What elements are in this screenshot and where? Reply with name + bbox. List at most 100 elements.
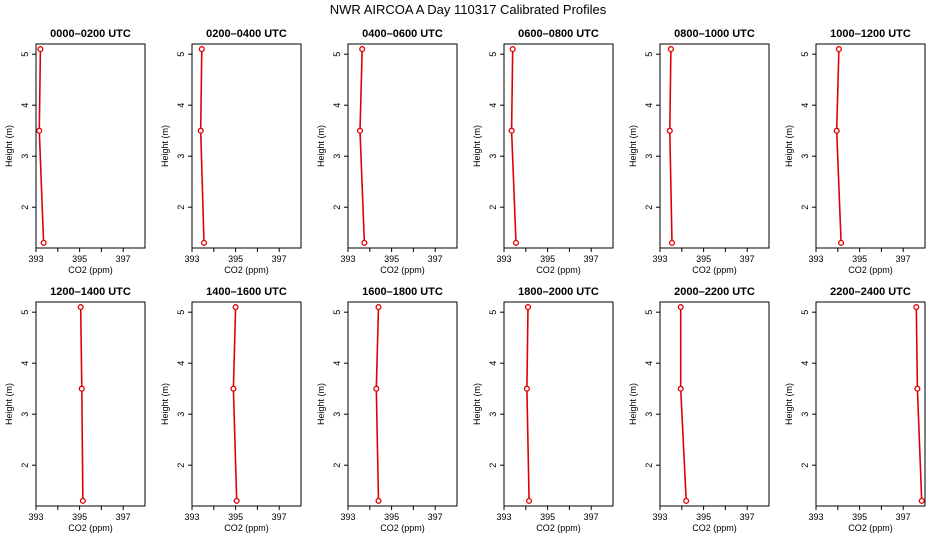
panel-title: 1400–1600 UTC: [206, 286, 287, 298]
y-tick-label: 4: [488, 361, 498, 366]
x-axis-label: CO2 (ppm): [692, 523, 737, 533]
y-tick-label: 5: [20, 52, 30, 57]
data-point: [913, 304, 920, 311]
co2-profile-line: [359, 49, 366, 243]
data-point: [835, 46, 842, 53]
y-tick-label: 2: [488, 463, 498, 468]
y-axis-label: Height (m): [4, 125, 14, 167]
data-point: [232, 304, 239, 311]
co2-profile-line: [199, 49, 205, 243]
data-point: [37, 46, 44, 53]
x-axis-label: CO2 (ppm): [68, 523, 113, 533]
data-point: [526, 497, 533, 504]
co2-profile-line: [510, 49, 517, 243]
y-tick-label: 5: [800, 52, 810, 57]
x-tick-label: 397: [896, 254, 911, 264]
panel-title: 0600–0800 UTC: [518, 28, 599, 40]
plot-frame: [347, 301, 458, 507]
y-tick-label: 4: [800, 103, 810, 108]
data-point: [523, 385, 530, 392]
data-point: [359, 46, 366, 53]
y-tick-label: 4: [20, 361, 30, 366]
y-axis-label: Height (m): [784, 125, 794, 167]
data-point: [833, 127, 840, 134]
x-tick-label: 395: [384, 512, 399, 522]
x-tick-label: 393: [184, 254, 199, 264]
y-axis-label: Height (m): [316, 125, 326, 167]
co2-profile-line: [915, 307, 923, 501]
plot-frame: [503, 43, 614, 249]
x-tick-label: 393: [496, 254, 511, 264]
x-tick-label: 393: [808, 254, 823, 264]
y-axis-label: Height (m): [628, 383, 638, 425]
x-tick-label: 397: [272, 254, 287, 264]
y-tick-label: 2: [176, 463, 186, 468]
x-tick-label: 395: [540, 512, 555, 522]
x-tick-label: 393: [340, 512, 355, 522]
plot-frame: [191, 301, 302, 507]
y-tick-label: 4: [644, 361, 654, 366]
y-axis-label: Height (m): [316, 383, 326, 425]
y-tick-label: 2: [488, 205, 498, 210]
plot-frame: [191, 43, 302, 249]
data-point: [375, 304, 382, 311]
figure-title: NWR AIRCOA A Day 110317 Calibrated Profi…: [329, 2, 607, 17]
y-axis-label: Height (m): [628, 125, 638, 167]
x-tick-label: 395: [72, 254, 87, 264]
y-tick-label: 4: [20, 103, 30, 108]
y-tick-label: 3: [488, 154, 498, 159]
x-axis-label: CO2 (ppm): [692, 265, 737, 275]
y-tick-label: 5: [644, 52, 654, 57]
y-tick-label: 3: [332, 412, 342, 417]
data-point: [666, 127, 673, 134]
panel-title: 2200–2400 UTC: [830, 286, 911, 298]
co2-profile-line: [375, 307, 380, 501]
x-tick-label: 397: [584, 254, 599, 264]
y-tick-label: 5: [332, 52, 342, 57]
y-tick-label: 2: [332, 463, 342, 468]
x-tick-label: 395: [852, 512, 867, 522]
data-point: [230, 385, 237, 392]
data-point: [838, 239, 845, 246]
y-tick-label: 3: [800, 154, 810, 159]
y-tick-label: 2: [176, 205, 186, 210]
data-point: [36, 127, 43, 134]
data-point: [918, 497, 925, 504]
plot-frame: [347, 43, 458, 249]
x-tick-label: 393: [652, 512, 667, 522]
x-tick-label: 395: [72, 512, 87, 522]
data-point: [79, 497, 86, 504]
co2-profile-line: [835, 49, 842, 243]
x-tick-label: 395: [540, 254, 555, 264]
y-tick-label: 4: [488, 103, 498, 108]
data-point: [197, 127, 204, 134]
data-point: [78, 385, 85, 392]
x-tick-label: 397: [740, 512, 755, 522]
y-tick-label: 3: [176, 154, 186, 159]
data-point: [512, 239, 520, 246]
panel-title: 0800–1000 UTC: [674, 28, 755, 40]
y-tick-label: 4: [644, 103, 654, 108]
x-tick-label: 397: [740, 254, 755, 264]
data-point: [677, 304, 684, 311]
plot-frame: [659, 301, 770, 507]
panel-title: 0200–0400 UTC: [206, 28, 287, 40]
y-tick-label: 3: [332, 154, 342, 159]
x-axis-label: CO2 (ppm): [848, 265, 893, 275]
y-tick-label: 3: [20, 154, 30, 159]
x-tick-label: 393: [28, 512, 43, 522]
y-tick-label: 3: [20, 412, 30, 417]
y-tick-label: 5: [176, 310, 186, 315]
x-tick-label: 397: [428, 254, 443, 264]
panel-title: 1600–1800 UTC: [362, 286, 443, 298]
plot-frame: [35, 301, 146, 507]
x-axis-label: CO2 (ppm): [380, 523, 425, 533]
